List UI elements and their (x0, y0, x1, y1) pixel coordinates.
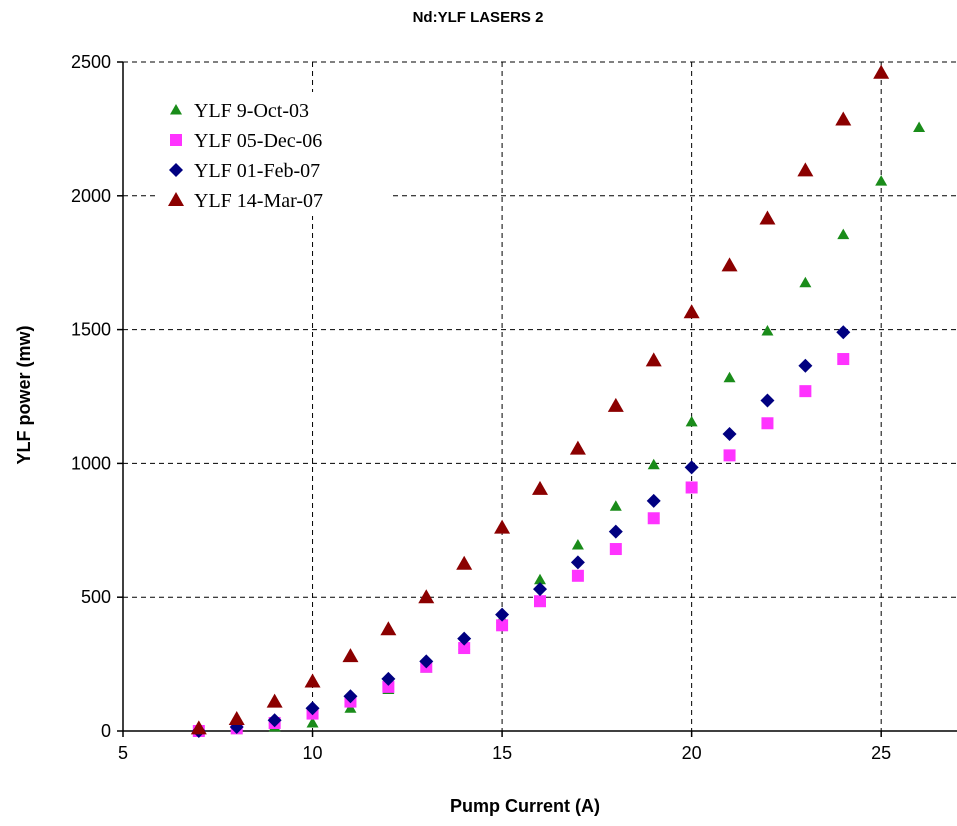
data-point (836, 325, 851, 340)
data-point (761, 324, 774, 336)
data-point (723, 371, 736, 383)
data-point (760, 393, 775, 408)
data-point (837, 353, 850, 366)
data-point (494, 519, 511, 534)
x-tick-label: 15 (492, 743, 512, 763)
data-point (342, 648, 359, 663)
data-point (495, 607, 510, 622)
y-tick-label: 1500 (71, 320, 111, 340)
data-point (721, 257, 738, 272)
data-point (645, 352, 662, 367)
data-point (228, 710, 245, 725)
legend-marker (169, 163, 183, 177)
data-point (835, 111, 852, 126)
data-point (457, 631, 472, 646)
data-points (190, 64, 926, 738)
data-point (759, 210, 776, 225)
data-point (761, 417, 774, 430)
y-tick-label: 2500 (71, 52, 111, 72)
x-tick-label: 5 (118, 743, 128, 763)
data-point (305, 701, 320, 716)
y-tick-label: 500 (81, 587, 111, 607)
data-point (684, 460, 699, 475)
chart-title: Nd:YLF LASERS 2 (413, 9, 544, 26)
data-point (571, 539, 584, 550)
data-point (569, 440, 586, 455)
data-point (533, 582, 547, 597)
data-point (797, 162, 814, 177)
data-point (913, 121, 926, 133)
legend: YLF 9-Oct-03 YLF 05-Dec-06 YLF 01-Feb-07 YL… (158, 92, 390, 216)
legend-label: YLF 01-Feb-07 (194, 160, 320, 182)
data-point (534, 595, 546, 608)
data-point (722, 426, 737, 441)
data-point (266, 693, 283, 708)
data-point (685, 415, 698, 427)
x-tick-label: 25 (871, 743, 891, 763)
data-point (456, 555, 473, 570)
data-point (875, 175, 888, 186)
data-point (798, 358, 813, 373)
data-point (799, 276, 812, 288)
data-point (419, 654, 434, 669)
data-point (380, 621, 397, 636)
data-point (647, 458, 660, 470)
data-point (532, 480, 548, 495)
x-tick-label: 20 (682, 743, 702, 763)
data-point (685, 481, 698, 494)
data-point (607, 397, 624, 412)
legend-label: YLF 14-Mar-07 (194, 190, 323, 212)
data-point (683, 304, 700, 319)
data-point (570, 555, 585, 570)
legend-marker (170, 134, 182, 146)
data-point (873, 64, 890, 79)
data-point (382, 680, 395, 693)
y-tick-label: 0 (101, 721, 111, 741)
data-point (723, 449, 736, 462)
y-tick-label: 1000 (71, 453, 111, 473)
legend-label: YLF 05-Dec-06 (194, 130, 322, 152)
tick-labels: 0 500 1000 1500 2000 2500 5 10 15 20 25 (71, 52, 891, 763)
data-point (304, 673, 321, 688)
legend-background (158, 92, 390, 216)
y-axis-label: YLF power (mw) (14, 325, 34, 464)
data-point (534, 573, 546, 585)
data-point (306, 716, 319, 728)
y-tick-label: 2000 (71, 186, 111, 206)
data-point (646, 493, 661, 508)
legend-marker (168, 192, 184, 206)
legend-marker (170, 104, 182, 115)
x-axis-label: Pump Current (A) (450, 796, 600, 816)
data-point (837, 228, 850, 240)
data-point (647, 512, 660, 525)
data-point (609, 543, 622, 556)
data-point (608, 524, 623, 539)
data-point (799, 385, 812, 398)
data-point (343, 689, 358, 704)
x-tick-label: 10 (303, 743, 323, 763)
data-point (609, 500, 622, 511)
legend-label: YLF 9-Oct-03 (194, 100, 309, 122)
data-point (381, 671, 396, 686)
data-point (418, 589, 435, 604)
data-point (496, 619, 509, 632)
data-point (571, 569, 584, 582)
data-point (190, 720, 207, 735)
axes (117, 61, 957, 737)
data-point (267, 713, 282, 728)
data-point (458, 642, 471, 655)
